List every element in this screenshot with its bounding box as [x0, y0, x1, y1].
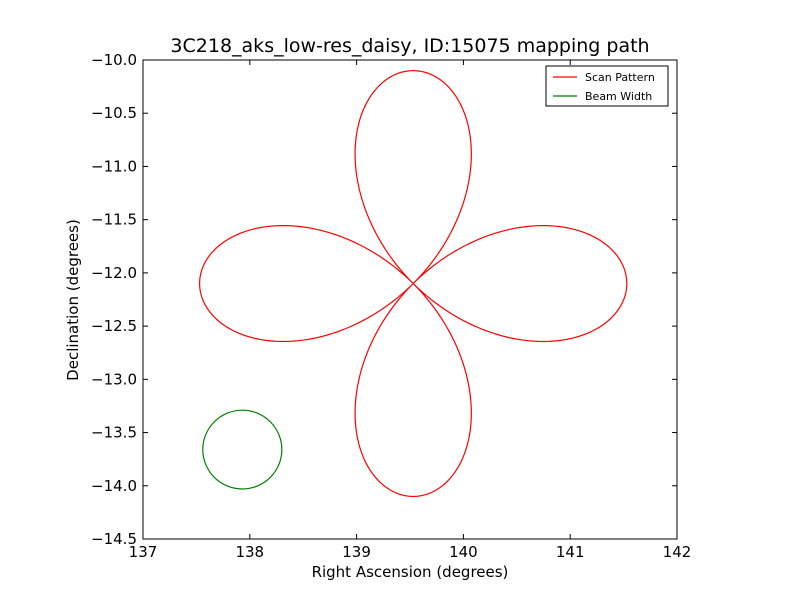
y-tick-label: −13.5 — [91, 424, 137, 442]
beam-width-circle — [202, 409, 283, 490]
scan-pattern-line — [198, 70, 628, 498]
y-tick-label: −12.0 — [91, 264, 137, 282]
y-tick-label: −14.5 — [91, 530, 137, 548]
legend-box — [545, 65, 669, 107]
y-tick-label: −11.0 — [91, 157, 137, 175]
chart-title: 3C218_aks_low-res_daisy, ID:15075 mappin… — [170, 35, 649, 57]
x-axis-label: Right Ascension (degrees) — [312, 563, 509, 581]
legend: Scan Pattern Beam Width — [545, 65, 669, 107]
x-axis-ticks: 137 138 139 140 141 142 — [129, 60, 692, 561]
plot-area: 137 138 139 140 141 142 −10.0−10.5−11.0−11.5−… — [91, 51, 691, 561]
x-tick-label: 139 — [342, 543, 371, 561]
y-tick-label: −11.5 — [91, 211, 137, 229]
legend-label-scan-pattern: Scan Pattern — [585, 71, 655, 84]
x-tick-label: 138 — [235, 543, 264, 561]
x-tick-label: 137 — [129, 543, 158, 561]
y-tick-label: −10.0 — [91, 51, 137, 69]
x-tick-label: 141 — [556, 543, 585, 561]
y-tick-label: −14.0 — [91, 477, 137, 495]
plot-frame — [142, 59, 678, 540]
legend-label-beam-width: Beam Width — [585, 90, 652, 103]
series-layer — [198, 70, 628, 498]
y-tick-label: −13.0 — [91, 370, 137, 388]
y-tick-label: −10.5 — [91, 104, 137, 122]
y-axis-label: Declination (degrees) — [64, 219, 82, 381]
y-tick-label: −12.5 — [91, 317, 137, 335]
x-tick-label: 140 — [449, 543, 478, 561]
y-axis-ticks: −10.0 −10.5 −11.0 −11.5 −12.0 −12.5 −13.0 −13.5… — [91, 51, 677, 548]
x-tick-label: 142 — [663, 543, 692, 561]
